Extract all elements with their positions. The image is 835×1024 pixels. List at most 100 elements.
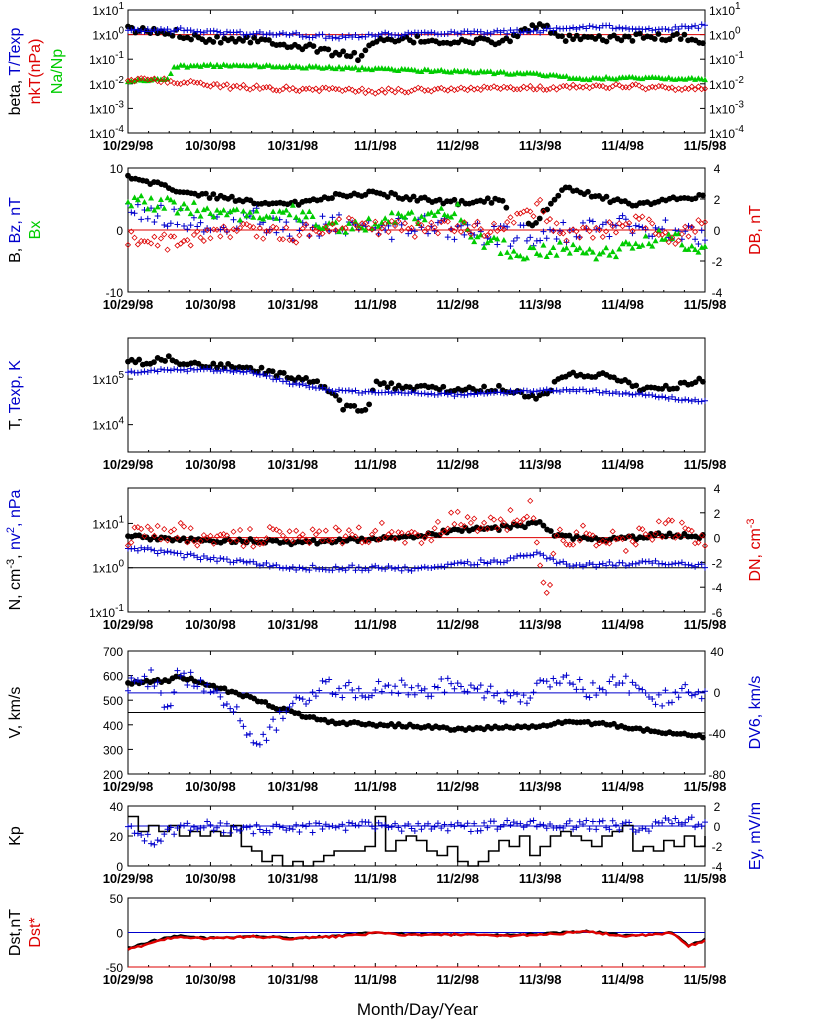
data-point-blue-plus: [418, 390, 425, 397]
data-point-blue-plus: [157, 366, 164, 373]
data-point-blue-plus: [141, 28, 148, 35]
data-point-blue-plus: [395, 824, 402, 831]
data-point-green-tri: [184, 205, 191, 211]
data-point-blue-plus: [128, 27, 135, 34]
data-point-blue-plus: [612, 562, 619, 569]
data-point-blue-plus: [230, 216, 237, 223]
data-point-blue-plus: [125, 687, 131, 694]
data-point-blue-plus: [339, 33, 346, 40]
data-point-blue-plus: [322, 821, 329, 828]
data-point-blue-plus: [477, 389, 484, 396]
data-point-black-dot: [384, 384, 391, 391]
data-point-blue-plus: [481, 694, 488, 701]
data-point-blue-plus: [540, 821, 547, 828]
data-point-red-diamond: [659, 231, 666, 238]
data-point-blue-plus: [563, 672, 570, 679]
data-point-red-diamond: [382, 220, 389, 227]
data-point-blue-plus: [484, 390, 491, 397]
data-point-green-tri: [563, 244, 570, 251]
data-point-blue-plus: [243, 559, 250, 566]
data-point-blue-plus: [500, 223, 507, 230]
data-point-red-diamond: [540, 579, 547, 586]
data-point-blue-plus: [167, 824, 174, 831]
data-point-red-diamond: [157, 235, 165, 242]
data-point-blue-plus: [622, 24, 629, 31]
data-point-green-tri: [474, 233, 481, 240]
data-point-blue-plus: [626, 562, 633, 569]
data-point-blue-plus: [187, 365, 194, 372]
data-point-blue-plus: [596, 561, 603, 568]
data-point-red-diamond: [151, 75, 158, 82]
data-point-red-diamond: [293, 527, 300, 534]
x-tick-label: 10/29/98: [103, 871, 154, 886]
data-point-blue-plus: [428, 390, 435, 397]
data-point-green-tri: [217, 63, 224, 69]
y-right-tick-label: -4: [712, 581, 723, 595]
data-point-blue-plus: [365, 31, 372, 38]
data-point-red-diamond: [474, 85, 481, 92]
data-point-blue-plus: [368, 31, 375, 38]
data-point-red-diamond: [322, 223, 329, 230]
data-point-red-diamond: [457, 521, 465, 528]
data-point-red-diamond: [546, 581, 554, 589]
data-point-blue-plus: [444, 675, 451, 682]
data-point-blue-plus: [533, 823, 540, 830]
data-point-black-dot: [692, 195, 699, 202]
y-right-tick-label: 1x10-4: [709, 124, 744, 141]
data-point-blue-plus: [609, 390, 616, 397]
y-axis-label: N, cm-3, nv2, nPa: [5, 489, 24, 610]
data-point-red-diamond: [566, 84, 573, 91]
data-point-blue-plus: [685, 688, 692, 695]
data-point-blue-plus: [543, 678, 550, 685]
data-point-black-dot: [247, 39, 254, 46]
data-point-red-diamond: [148, 527, 155, 534]
data-point-red-diamond: [490, 220, 498, 227]
data-point-green-tri: [543, 253, 550, 260]
data-point-blue-plus: [464, 391, 471, 398]
data-point-black-dot: [596, 33, 602, 39]
x-tick-label: 11/1/98: [354, 297, 397, 312]
data-point-red-diamond: [692, 540, 699, 547]
data-point-red-diamond: [530, 213, 537, 220]
data-point-blue-plus: [418, 564, 425, 571]
data-point-blue-plus: [187, 222, 194, 229]
data-point-black-dot: [540, 522, 547, 529]
data-point-black-dot: [392, 191, 398, 198]
data-point-red-diamond: [157, 536, 165, 543]
data-point-blue-plus: [540, 27, 547, 34]
data-point-red-diamond: [421, 228, 428, 235]
data-point-blue-plus: [655, 394, 662, 401]
data-point-red-diamond: [260, 540, 267, 547]
x-tick-label: 10/29/98: [103, 779, 154, 794]
data-point-black-dot: [210, 39, 217, 45]
data-point-blue-plus: [659, 819, 666, 826]
data-point-red-diamond: [352, 221, 359, 228]
data-point-black-dot: [507, 38, 513, 45]
x-tick-label: 10/31/98: [268, 871, 319, 886]
data-point-red-diamond: [306, 539, 313, 547]
data-point-blue-plus: [296, 828, 303, 835]
data-point-blue-plus: [243, 731, 250, 738]
data-point-red-diamond: [507, 507, 514, 514]
data-point-black-dot: [251, 34, 258, 41]
data-point-black-dot: [603, 38, 610, 45]
y-right-tick-label: -4: [712, 286, 723, 300]
x-tick-label: 11/3/98: [519, 457, 562, 472]
data-point-blue-plus: [609, 817, 616, 824]
data-point-red-diamond: [583, 530, 590, 537]
data-point-green-tri: [616, 246, 623, 252]
data-point-red-diamond: [411, 529, 418, 536]
data-point-blue-plus: [431, 30, 438, 37]
data-point-red-diamond: [467, 84, 474, 91]
data-point-blue-plus: [520, 553, 527, 560]
data-point-blue-plus: [319, 677, 326, 684]
data-point-red-diamond: [500, 83, 507, 90]
data-point-green-tri: [154, 203, 161, 210]
data-point-red-diamond: [682, 525, 689, 532]
data-point-red-diamond: [570, 541, 577, 548]
data-point-black-dot: [165, 353, 172, 360]
data-point-blue-plus: [237, 717, 244, 724]
data-point-green-tri: [151, 207, 158, 213]
data-point-blue-plus: [336, 566, 343, 573]
y-right-tick-label: 1x10-2: [709, 75, 744, 92]
